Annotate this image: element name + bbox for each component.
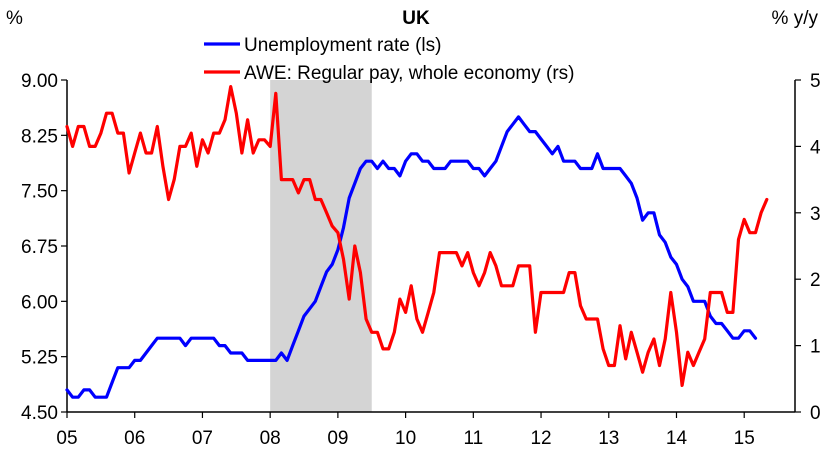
x-tick-label: 11 bbox=[463, 428, 483, 449]
right-tick-label: 3 bbox=[810, 204, 821, 225]
right-tick-label: 2 bbox=[810, 270, 821, 291]
x-tick-label: 15 bbox=[734, 428, 755, 449]
right-tick-label: 4 bbox=[810, 137, 821, 158]
x-tick-label: 07 bbox=[192, 428, 213, 449]
recession-shading bbox=[270, 80, 372, 412]
x-tick-label: 13 bbox=[598, 428, 619, 449]
left-tick-label: 9.00 bbox=[21, 71, 58, 92]
left-tick-label: 4.50 bbox=[21, 403, 58, 424]
left-tick-label: 8.25 bbox=[21, 126, 58, 147]
right-tick-label: 0 bbox=[810, 403, 821, 424]
legend-label: AWE: Regular pay, whole economy (rs) bbox=[244, 63, 575, 84]
right-axis-unit: % y/y bbox=[772, 8, 819, 29]
right-tick-label: 1 bbox=[810, 337, 821, 358]
left-tick-label: 7.50 bbox=[21, 182, 58, 203]
unemployment-rate-line bbox=[65, 115, 758, 399]
awe-regular-pay-line bbox=[65, 84, 769, 387]
x-tick-label: 06 bbox=[124, 428, 145, 449]
x-tick-label: 05 bbox=[56, 428, 77, 449]
left-tick-label: 6.00 bbox=[21, 292, 58, 313]
legend-label: Unemployment rate (ls) bbox=[244, 35, 441, 56]
x-tick-label: 08 bbox=[260, 428, 281, 449]
left-axis-unit: % bbox=[6, 8, 23, 29]
chart-title: UK bbox=[402, 8, 430, 29]
x-tick-label: 12 bbox=[530, 428, 551, 449]
left-tick-label: 5.25 bbox=[21, 348, 58, 369]
left-tick-label: 6.75 bbox=[21, 237, 58, 258]
x-tick-label: 10 bbox=[395, 428, 416, 449]
x-tick-label: 14 bbox=[666, 428, 688, 449]
right-tick-label: 5 bbox=[810, 71, 821, 92]
x-tick-label: 09 bbox=[327, 428, 348, 449]
